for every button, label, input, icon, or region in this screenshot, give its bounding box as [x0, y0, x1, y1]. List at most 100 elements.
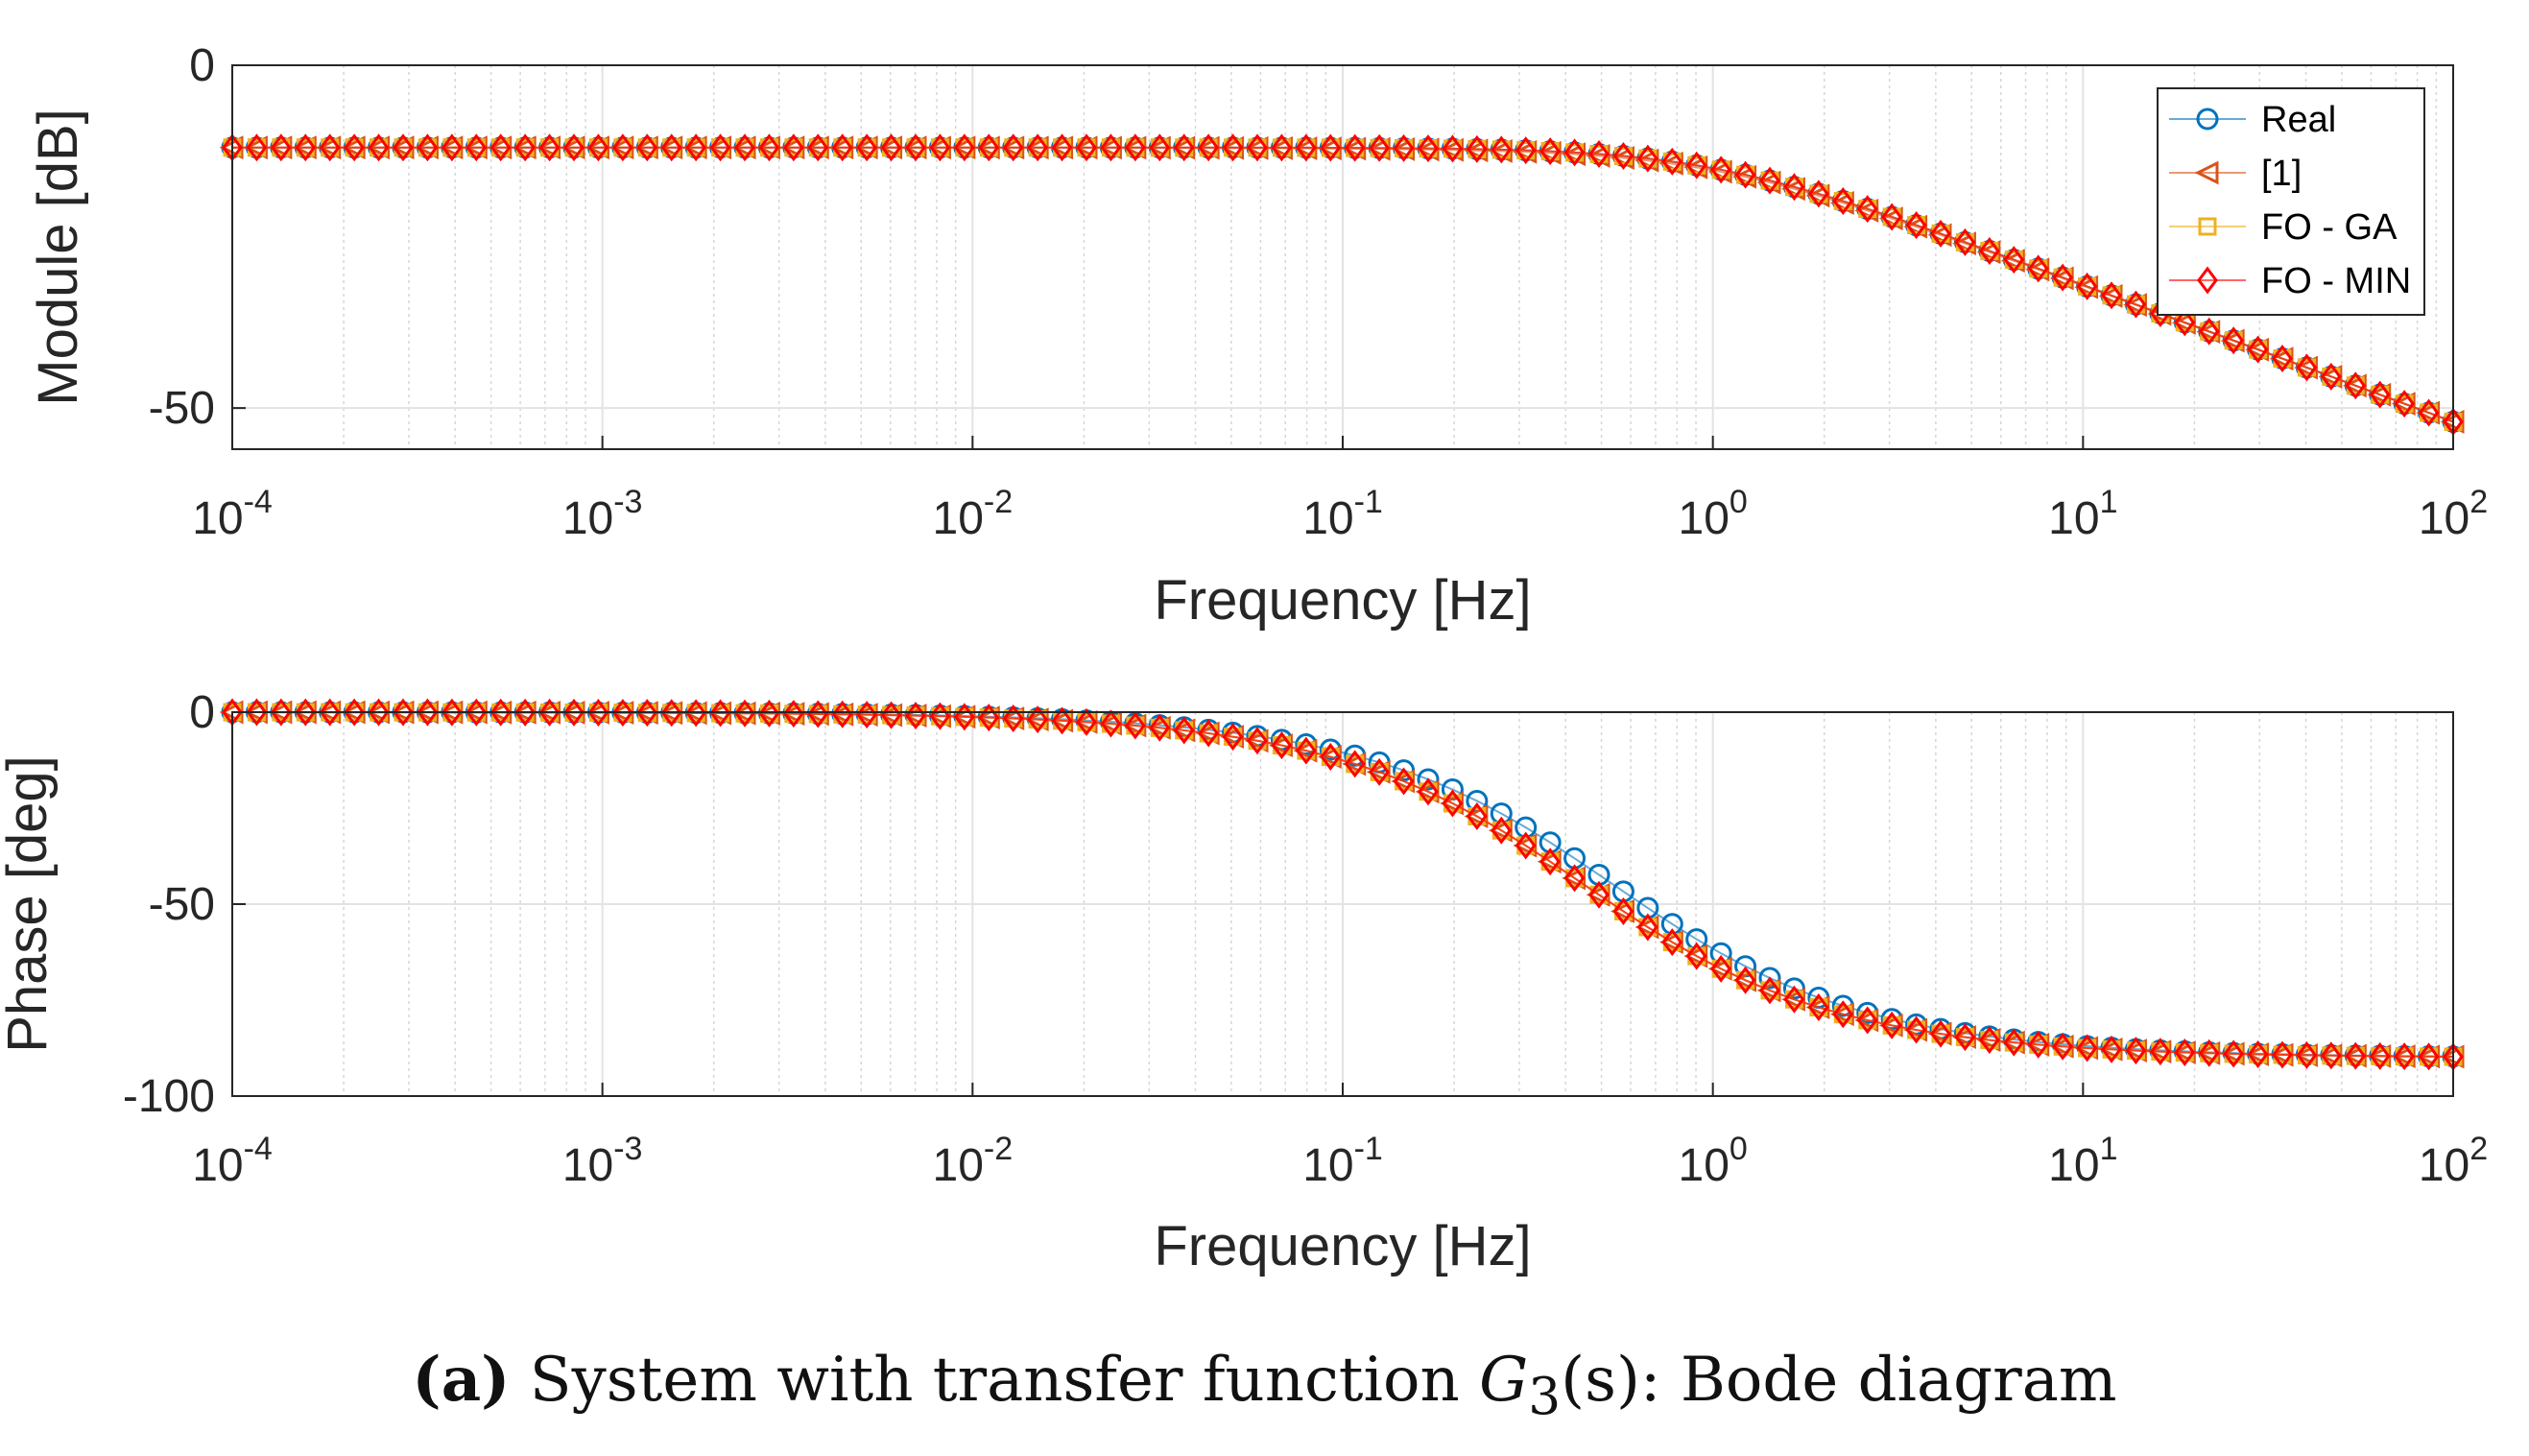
- data-point: [514, 133, 537, 162]
- data-point: [1369, 133, 1391, 162]
- y-tick-label: 0: [189, 687, 215, 738]
- x-tick-label: 10-4: [192, 1131, 273, 1191]
- data-point: [295, 133, 317, 162]
- data-point: [1832, 1000, 1854, 1029]
- series-line: [232, 146, 2454, 423]
- data-point: [1418, 134, 1439, 163]
- legend-marker: [2196, 107, 2219, 131]
- data-point: [1515, 136, 1537, 165]
- data-point: [953, 133, 975, 162]
- data-point: [2198, 317, 2220, 346]
- data-point: [270, 698, 292, 727]
- data-point: [905, 133, 926, 162]
- data-point: [1976, 240, 2001, 265]
- x-axis-label: Frequency [Hz]: [1154, 1215, 1531, 1277]
- x-tick-label: 10-1: [1302, 1131, 1383, 1191]
- caption-text-before: System with transfer function: [510, 1345, 1480, 1416]
- data-point: [782, 133, 804, 162]
- data-point: [2418, 398, 2440, 427]
- data-point: [1759, 976, 1780, 1005]
- data-point: [1271, 731, 1293, 760]
- data-point: [2345, 1041, 2367, 1070]
- data-point: [2076, 1034, 2098, 1062]
- x-tick-label: 102: [2419, 1131, 2488, 1191]
- data-point: [2174, 308, 2196, 337]
- data-point: [1588, 880, 1610, 909]
- data-point: [660, 133, 682, 162]
- data-point: [1661, 928, 1683, 957]
- data-point: [2003, 246, 2025, 274]
- data-point: [2174, 1038, 2196, 1067]
- data-point: [1734, 966, 1756, 994]
- data-point: [587, 133, 609, 162]
- data-point: [465, 133, 488, 162]
- legend-label: FO - GA: [2261, 207, 2398, 248]
- x-tick-label: 10-4: [192, 484, 273, 544]
- data-point: [1881, 1011, 1903, 1039]
- data-point: [1393, 767, 1415, 796]
- axes-box: [231, 711, 2454, 1097]
- data-point: [1710, 954, 1732, 983]
- data-point: [1759, 166, 1780, 195]
- data-point: [709, 133, 731, 162]
- data-point: [1563, 138, 1586, 167]
- data-point: [1295, 736, 1317, 765]
- data-point: [1710, 155, 1732, 184]
- data-point: [2369, 380, 2391, 409]
- series-fo-min: [222, 133, 2464, 436]
- data-point: [1856, 195, 1878, 224]
- data-point: [1515, 831, 1537, 860]
- data-point: [2369, 1041, 2391, 1070]
- x-tick-label: 100: [1679, 484, 1748, 544]
- data-point: [1124, 711, 1146, 740]
- data-point: [2027, 254, 2049, 283]
- data-point: [978, 704, 1000, 732]
- data-point: [417, 133, 439, 162]
- caption-label: (a): [412, 1344, 511, 1416]
- data-point: [2272, 1040, 2293, 1069]
- legend-label: FO - MIN: [2261, 261, 2411, 301]
- data-point: [1954, 227, 1976, 256]
- data-point: [1685, 151, 1707, 179]
- caption-text-after: : Bode diagram: [1639, 1345, 2117, 1416]
- data-point: [660, 699, 682, 728]
- data-point: [489, 698, 512, 727]
- data-point: [611, 133, 633, 162]
- data-point: [1271, 133, 1293, 162]
- data-point: [2125, 1037, 2147, 1065]
- data-point: [319, 698, 341, 727]
- data-point: [807, 700, 829, 728]
- data-point: [344, 698, 366, 727]
- y-tick-label: -100: [123, 1071, 215, 1122]
- data-point: [1124, 133, 1146, 162]
- data-point: [709, 699, 731, 728]
- caption-arg: (s): [1561, 1345, 1640, 1416]
- data-point: [2320, 362, 2342, 391]
- data-point: [2198, 1038, 2220, 1067]
- x-tick-label: 101: [2048, 484, 2117, 544]
- data-point: [1344, 133, 1366, 162]
- data-point: [368, 133, 390, 162]
- data-point: [295, 698, 317, 727]
- data-point: [2394, 390, 2416, 418]
- data-point: [1927, 223, 1952, 248]
- data-point: [441, 133, 463, 162]
- data-point: [807, 133, 829, 162]
- x-tick-label: 10-3: [562, 484, 643, 544]
- series-fo-min: [222, 698, 2464, 1071]
- data-point: [1881, 203, 1903, 231]
- data-point: [1415, 137, 1440, 162]
- data-point: [1442, 789, 1464, 818]
- data-point: [1539, 137, 1562, 166]
- data-point: [831, 133, 853, 162]
- data-point: [1442, 134, 1464, 163]
- figure-caption: (a) System with transfer function G3(s):…: [0, 1344, 2529, 1426]
- data-point: [1954, 1023, 1976, 1052]
- data-point: [929, 133, 951, 162]
- caption-subscript: 3: [1528, 1365, 1562, 1426]
- data-point: [1173, 133, 1195, 162]
- data-point: [1295, 133, 1317, 162]
- data-point: [611, 699, 633, 728]
- data-point: [2125, 290, 2147, 319]
